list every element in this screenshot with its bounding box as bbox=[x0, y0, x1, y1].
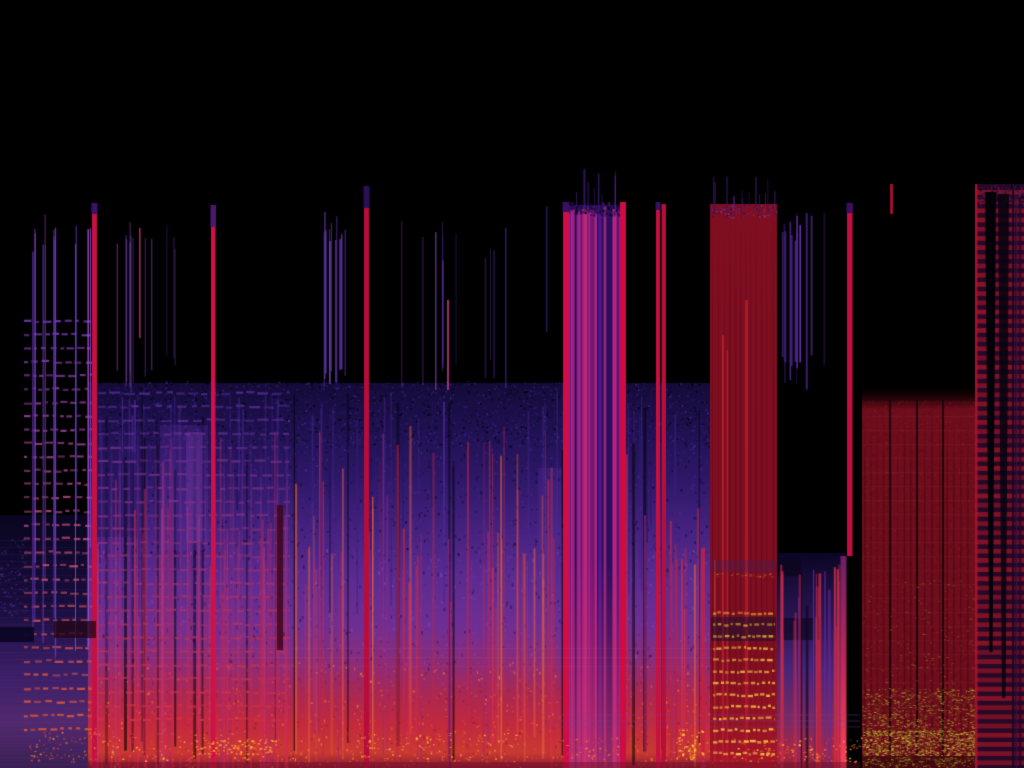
spectrogram-heatmap-canvas bbox=[0, 0, 1024, 768]
spectrogram-view bbox=[0, 0, 1024, 768]
